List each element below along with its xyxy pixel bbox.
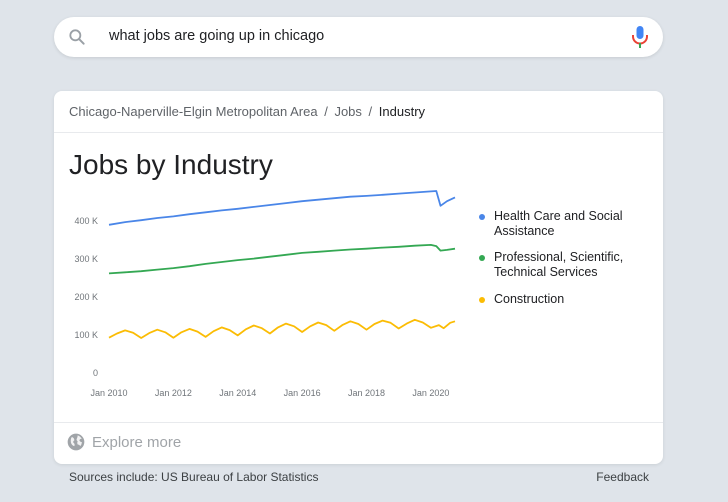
y-tick-label: 300 K [74,254,98,264]
card-divider [54,132,663,133]
y-tick-label: 0 [93,368,98,378]
footer-divider [54,422,663,423]
search-bar[interactable]: what jobs are going up in chicago [54,17,663,57]
legend-item-construction: Construction [479,292,564,307]
x-tick-label: Jan 2016 [284,388,321,398]
chart-title: Jobs by Industry [69,149,273,180]
legend-dot-construction [479,297,485,303]
legend-item-health: Health Care and Social Assistance [479,209,649,239]
jobs-card: Chicago-Naperville-Elgin Metropolitan Ar… [54,91,663,464]
globe-icon [67,433,85,451]
legend-label-construction: Construction [494,292,565,306]
line-chart: 0 100 K 200 K 300 K 400 K Jan 2010 Jan 2012 Jan… [74,190,456,398]
series-line-professional[interactable] [108,244,456,275]
breadcrumb: Chicago-Naperville-Elgin Metropolitan Ar… [69,104,425,119]
sources-text: Sources include: US Bureau of Labor Stat… [69,470,319,484]
legend-dot-professional [479,255,485,261]
legend-label-health: Health Care and Social Assistance [494,209,623,238]
microphone-icon[interactable] [630,25,650,49]
explore-more-link[interactable]: Explore more [66,432,181,452]
legend-dot-health [479,214,485,220]
x-tick-label: Jan 2012 [155,388,192,398]
y-tick-label: 400 K [74,216,98,226]
y-tick-label: 100 K [74,330,98,340]
breadcrumb-jobs[interactable]: Jobs [334,104,362,119]
x-tick-label: Jan 2018 [348,388,385,398]
x-tick-label: Jan 2020 [412,388,449,398]
search-icon[interactable] [67,27,87,47]
breadcrumb-current: Industry [378,104,426,119]
breadcrumb-separator: / [368,104,373,119]
y-tick-label: 200 K [74,292,98,302]
series-line-construction[interactable] [108,318,456,339]
x-tick-label: Jan 2010 [90,388,127,398]
legend-label-professional: Professional, Scientific, Technical Serv… [494,250,624,279]
series-line-health[interactable] [108,190,456,226]
breadcrumb-area[interactable]: Chicago-Naperville-Elgin Metropolitan Ar… [69,104,318,119]
x-tick-label: Jan 2014 [219,388,256,398]
legend-item-professional: Professional, Scientific, Technical Serv… [479,250,649,280]
search-input[interactable]: what jobs are going up in chicago [109,28,325,44]
feedback-link[interactable]: Feedback [596,470,649,484]
explore-more-label: Explore more [92,433,182,451]
breadcrumb-separator: / [324,104,328,119]
